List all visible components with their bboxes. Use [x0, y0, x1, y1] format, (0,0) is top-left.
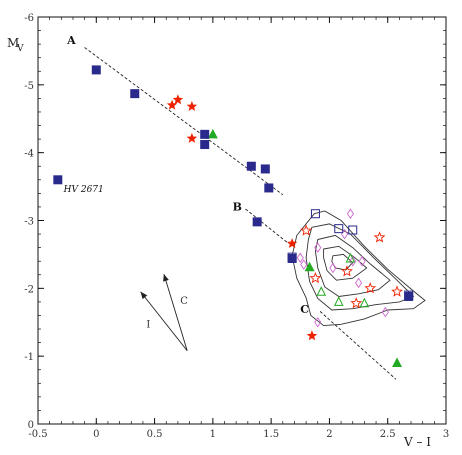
filled-square-marker — [200, 140, 210, 150]
plot-frame — [37, 16, 447, 425]
filled-star-marker — [172, 94, 184, 105]
filled-triangle-marker — [207, 128, 218, 139]
x-tick-label: 0 — [93, 429, 99, 440]
open-square-marker — [334, 224, 344, 234]
x-tick-label: 1 — [210, 429, 216, 440]
x-tick-label: 1.5 — [263, 429, 279, 440]
open-diamond-marker — [329, 262, 337, 274]
open-star-marker — [309, 272, 322, 284]
filled-square-marker — [91, 65, 101, 75]
sequence-line-c — [319, 311, 397, 380]
x-tick-label: 2.5 — [380, 429, 396, 440]
sequence-line-b — [245, 208, 289, 244]
x-tick-label: 2 — [326, 429, 332, 440]
vector-arrow-c — [163, 273, 188, 351]
density-contour — [323, 245, 368, 281]
filled-star-marker — [306, 330, 318, 341]
reddening-vectors-group — [140, 273, 188, 352]
filled-triangle-marker — [392, 357, 403, 367]
filled-square-marker — [130, 89, 140, 99]
open-diamond-marker — [296, 252, 304, 264]
vector-arrow-i — [140, 291, 188, 352]
density-contour — [305, 223, 415, 311]
open-diamond-marker — [346, 208, 354, 220]
x-tick-label: -0.5 — [28, 429, 47, 440]
object-label: HV 2671 — [63, 185, 104, 195]
line-label-a: A — [66, 34, 76, 47]
markers-group — [53, 65, 414, 367]
y-tick-label: -2 — [24, 284, 34, 295]
line-label-b: B — [233, 200, 242, 213]
filled-square-marker — [252, 217, 262, 227]
filled-square-marker — [287, 253, 297, 263]
filled-star-marker — [186, 101, 198, 111]
filled-triangle-marker — [304, 261, 315, 272]
open-triangle-marker — [345, 252, 356, 263]
filled-square-marker — [246, 161, 256, 171]
vector-arrowhead — [140, 291, 148, 300]
y-tick-label: -1 — [24, 352, 34, 363]
density-contour — [291, 210, 426, 327]
x-tick-label: 0.5 — [147, 429, 163, 440]
vector-label-i: I — [146, 320, 150, 331]
axis-ticks: -0.5 0 0.5 1 1.5 2 2.5 30-1-2-3-4-5-6 — [24, 13, 449, 440]
open-star-marker — [341, 265, 353, 277]
open-star-marker — [391, 285, 403, 297]
open-diamond-marker — [355, 277, 363, 289]
filled-square-marker — [264, 183, 274, 193]
filled-star-marker — [166, 99, 178, 110]
y-axis-title: M — [7, 36, 19, 50]
labels-group: A B C I C HV 2671 — [63, 34, 310, 331]
line-label-c: C — [300, 303, 309, 316]
y-tick-label: 0 — [28, 420, 34, 431]
filled-square-marker — [200, 129, 210, 139]
y-tick-label: -6 — [24, 13, 34, 24]
filled-star-marker — [286, 238, 298, 248]
open-triangle-marker — [359, 297, 370, 308]
y-tick-label: -3 — [24, 217, 34, 228]
filled-square-marker — [404, 291, 414, 301]
open-star-marker — [364, 282, 377, 294]
filled-square-marker — [260, 164, 270, 174]
open-diamond-marker — [314, 242, 322, 253]
filled-star-marker — [186, 132, 198, 143]
sequence-line-a — [84, 47, 284, 196]
open-star-marker — [300, 224, 313, 236]
open-diamond-marker — [300, 259, 308, 270]
vector-arrowhead — [163, 274, 169, 282]
y-tick-label: -5 — [24, 81, 34, 92]
open-star-marker — [350, 297, 363, 309]
vector-label-c: C — [180, 296, 188, 307]
x-tick-label: 3 — [443, 429, 449, 440]
open-square-marker — [348, 225, 358, 235]
open-diamond-marker — [349, 255, 357, 267]
open-triangle-marker — [316, 286, 327, 296]
x-axis-title: V – I — [403, 435, 431, 449]
open-diamond-marker — [381, 306, 389, 318]
open-triangle-marker — [333, 296, 344, 306]
open-square-marker — [310, 209, 320, 219]
open-diamond-marker — [358, 255, 366, 267]
open-diamond-marker — [314, 316, 322, 328]
y-axis-title-subscript: V — [16, 44, 24, 54]
open-star-marker — [373, 231, 386, 243]
y-tick-label: -4 — [24, 149, 34, 160]
filled-square-marker — [53, 175, 63, 185]
